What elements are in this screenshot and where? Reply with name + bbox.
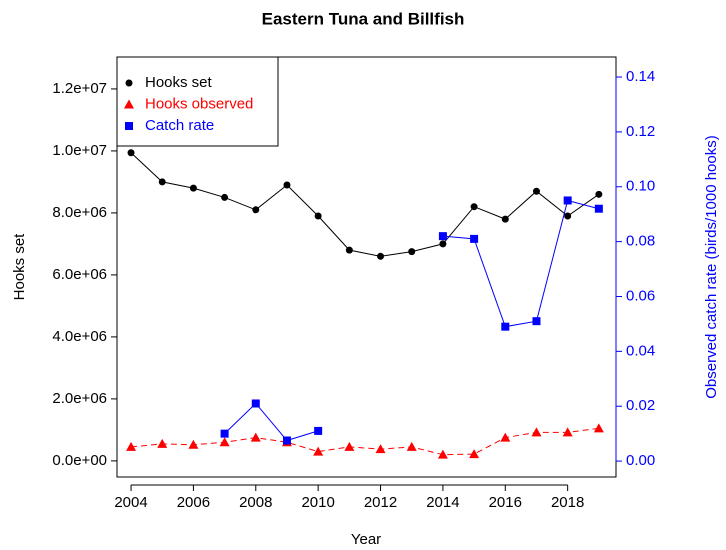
point <box>344 441 355 451</box>
point <box>377 252 385 260</box>
point <box>250 432 261 442</box>
point <box>408 248 416 256</box>
y-tick-label: 6.0e+06 <box>52 266 107 283</box>
x-tick-label: 2016 <box>489 494 522 511</box>
legend-marker <box>125 79 133 87</box>
point <box>252 206 260 214</box>
y2-tick-label: 0.08 <box>626 233 655 250</box>
point <box>189 184 197 192</box>
y-tick-label: 2.0e+06 <box>52 390 107 407</box>
y2-tick-label: 0.02 <box>626 397 655 414</box>
legend-label: Hooks set <box>145 74 213 91</box>
point <box>375 444 386 454</box>
point <box>220 429 229 438</box>
point <box>283 181 291 189</box>
point <box>470 203 478 211</box>
point <box>221 193 229 201</box>
legend-label: Catch rate <box>145 117 214 134</box>
legend-box <box>116 56 279 147</box>
point <box>314 426 323 435</box>
point <box>219 437 230 447</box>
y-tick-label: 1.2e+07 <box>52 80 107 97</box>
x-tick-label: 2012 <box>364 494 397 511</box>
point <box>532 317 541 326</box>
y2-tick-label: 0.00 <box>626 452 655 469</box>
series-line <box>130 152 600 257</box>
point <box>470 234 479 243</box>
x-tick-label: 2008 <box>239 494 272 511</box>
point <box>345 246 353 254</box>
point <box>501 322 510 331</box>
point <box>313 446 324 456</box>
point <box>532 187 540 195</box>
point <box>251 399 260 408</box>
legend-marker <box>124 99 134 109</box>
y-tick-label: 4.0e+06 <box>52 328 107 345</box>
x-axis-label: Year <box>351 531 381 548</box>
point <box>157 438 168 448</box>
point <box>593 423 604 433</box>
y2-tick-label: 0.12 <box>626 123 655 140</box>
y-tick-label: 8.0e+06 <box>52 204 107 221</box>
point <box>531 427 542 437</box>
y2-tick-label: 0.04 <box>626 342 655 359</box>
point <box>563 196 572 205</box>
point <box>594 204 603 213</box>
series-line <box>224 199 599 442</box>
point <box>469 449 480 459</box>
point <box>439 240 447 248</box>
point <box>188 439 199 449</box>
series-line <box>130 427 599 456</box>
x-tick-label: 2010 <box>301 494 334 511</box>
point <box>562 427 573 437</box>
x-tick-label: 2004 <box>114 494 147 511</box>
x-tick-label: 2018 <box>551 494 584 511</box>
point <box>282 436 291 445</box>
legend-label: Hooks observed <box>145 95 253 112</box>
chart-title: Eastern Tuna and Billfish <box>262 9 465 28</box>
point <box>126 441 137 451</box>
point <box>500 432 511 442</box>
y-tick-label: 0.0e+00 <box>52 452 107 469</box>
y2-tick-label: 0.10 <box>626 178 655 195</box>
point <box>314 212 322 220</box>
y-tick-label: 1.0e+07 <box>52 142 107 159</box>
point <box>127 149 135 157</box>
point <box>438 232 447 241</box>
legend-marker <box>125 122 133 130</box>
point <box>501 215 509 223</box>
y2-axis-label: Observed catch rate (birds/1000 hooks) <box>703 135 720 398</box>
point <box>564 212 572 220</box>
x-tick-label: 2014 <box>426 494 459 511</box>
point <box>595 190 603 198</box>
y2-tick-label: 0.06 <box>626 287 655 304</box>
point <box>406 441 417 451</box>
y-axis-label: Hooks set <box>11 233 28 301</box>
y2-tick-label: 0.14 <box>626 68 655 85</box>
point <box>437 449 448 459</box>
x-tick-label: 2006 <box>177 494 210 511</box>
point <box>158 178 166 186</box>
